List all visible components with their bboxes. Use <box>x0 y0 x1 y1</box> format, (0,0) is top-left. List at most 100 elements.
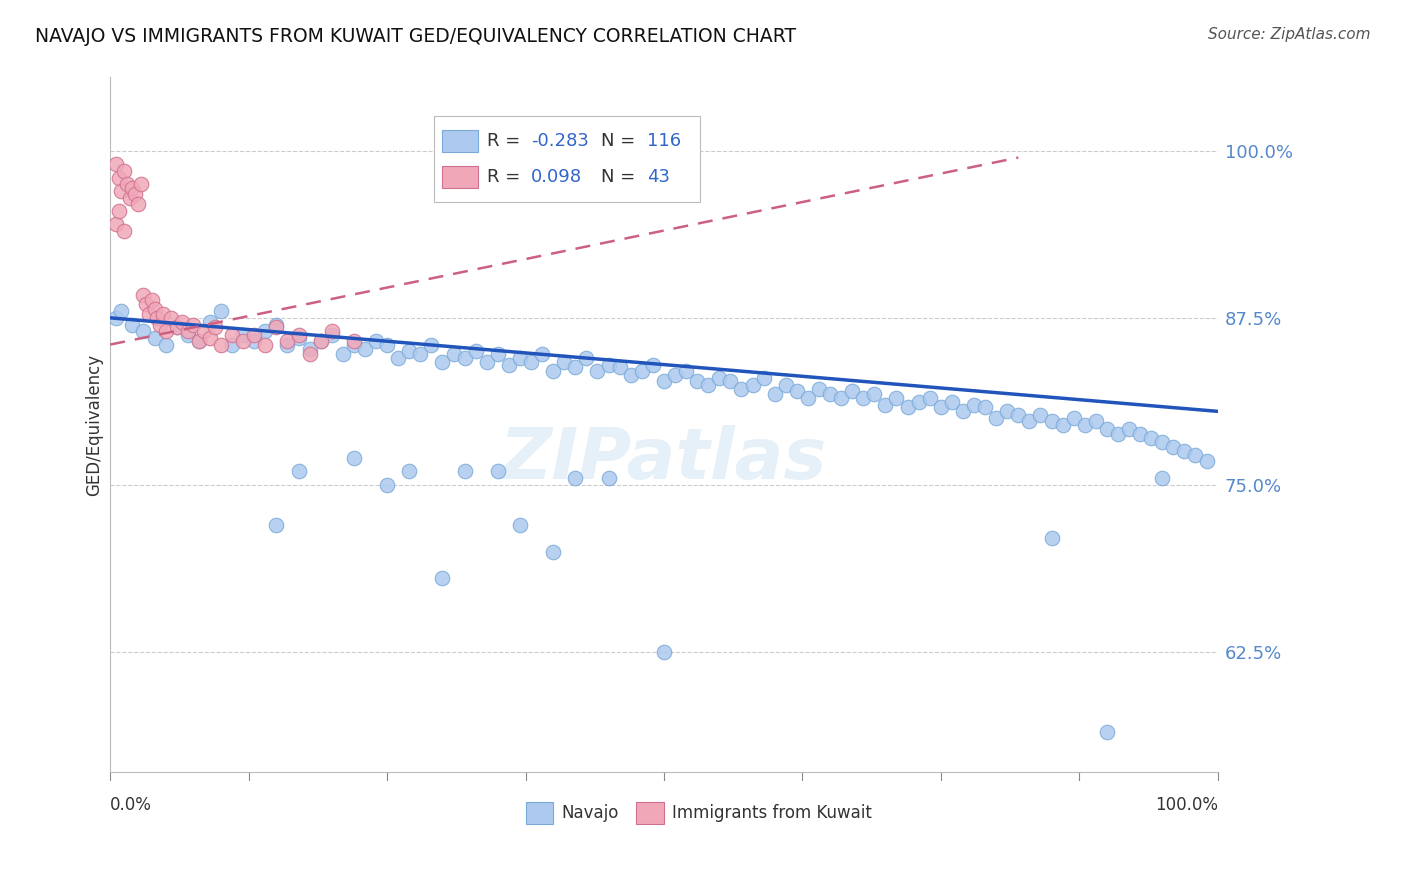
Point <box>1029 409 1052 423</box>
Point <box>152 307 174 321</box>
Point <box>486 347 509 361</box>
Point <box>298 342 321 356</box>
Point <box>641 358 664 372</box>
Point <box>187 334 209 348</box>
Point <box>1107 427 1129 442</box>
Point <box>354 342 377 356</box>
Point <box>232 328 254 343</box>
Point <box>752 371 775 385</box>
Point <box>443 347 465 361</box>
Point <box>135 297 157 311</box>
Point <box>1129 427 1152 442</box>
Text: 0.098: 0.098 <box>531 168 582 186</box>
Point <box>598 471 620 485</box>
Point <box>875 398 897 412</box>
Point <box>675 364 697 378</box>
Point <box>254 324 277 338</box>
Point <box>309 334 332 348</box>
Point <box>110 304 132 318</box>
Text: Source: ZipAtlas.com: Source: ZipAtlas.com <box>1208 27 1371 42</box>
Point <box>343 337 366 351</box>
Point <box>775 377 797 392</box>
Point <box>509 351 531 365</box>
Point <box>1118 422 1140 436</box>
Point <box>929 401 952 415</box>
Point <box>995 404 1018 418</box>
Point <box>807 382 830 396</box>
Point <box>266 318 288 332</box>
Point <box>598 358 620 372</box>
Point <box>221 328 243 343</box>
Point <box>918 391 941 405</box>
Point <box>321 328 343 343</box>
Point <box>1040 531 1063 545</box>
Point <box>730 382 752 396</box>
Text: Navajo: Navajo <box>561 804 619 822</box>
Point <box>321 324 343 338</box>
Point <box>963 398 986 412</box>
FancyBboxPatch shape <box>637 802 664 824</box>
Point <box>1040 414 1063 428</box>
Point <box>409 347 432 361</box>
Point <box>112 224 135 238</box>
Point <box>232 334 254 348</box>
Point <box>1195 454 1218 468</box>
Point <box>127 197 149 211</box>
Point <box>198 315 221 329</box>
Point <box>1184 449 1206 463</box>
Point <box>343 451 366 466</box>
Point <box>453 465 475 479</box>
Point <box>575 351 598 365</box>
Point <box>149 318 172 332</box>
Point <box>620 368 643 383</box>
Point <box>741 377 763 392</box>
Point <box>120 191 142 205</box>
Point <box>121 318 143 332</box>
Point <box>952 404 974 418</box>
Point <box>243 334 266 348</box>
Point <box>193 324 215 338</box>
Point <box>1095 422 1118 436</box>
Point <box>209 337 232 351</box>
Point <box>276 337 298 351</box>
Point <box>375 478 398 492</box>
Point <box>986 411 1008 425</box>
Point <box>187 334 209 348</box>
Point <box>1163 441 1185 455</box>
Point <box>841 384 863 399</box>
Point <box>541 544 564 558</box>
Point <box>177 324 200 338</box>
FancyBboxPatch shape <box>443 130 478 153</box>
Point <box>298 347 321 361</box>
Point <box>564 471 586 485</box>
Text: 43: 43 <box>647 168 671 186</box>
Point <box>797 391 820 405</box>
Text: 100.0%: 100.0% <box>1154 796 1218 814</box>
Point <box>1140 431 1163 445</box>
Point <box>104 310 127 325</box>
Point <box>531 347 554 361</box>
Point <box>697 377 720 392</box>
Point <box>309 334 332 348</box>
Point <box>343 334 366 348</box>
Point <box>160 310 183 325</box>
Text: NAVAJO VS IMMIGRANTS FROM KUWAIT GED/EQUIVALENCY CORRELATION CHART: NAVAJO VS IMMIGRANTS FROM KUWAIT GED/EQU… <box>35 27 796 45</box>
Point <box>863 387 886 401</box>
Point <box>387 351 409 365</box>
Text: 116: 116 <box>647 132 682 150</box>
Point <box>198 331 221 345</box>
Point <box>852 391 875 405</box>
Point <box>138 307 160 321</box>
Point <box>209 304 232 318</box>
Point <box>464 344 486 359</box>
Point <box>121 181 143 195</box>
Point <box>166 320 188 334</box>
Point <box>453 351 475 365</box>
Point <box>1063 411 1085 425</box>
Point <box>1018 414 1040 428</box>
Point <box>432 355 454 369</box>
Point <box>124 186 146 201</box>
Text: N =: N = <box>600 168 641 186</box>
Point <box>830 391 852 405</box>
Point <box>609 360 631 375</box>
